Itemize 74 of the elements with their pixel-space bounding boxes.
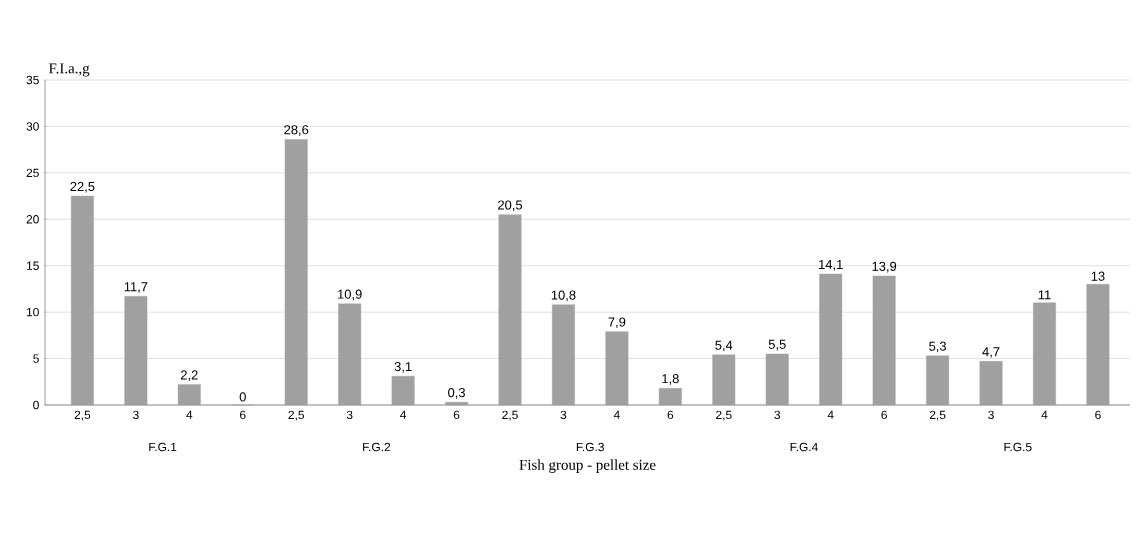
bar: [765, 353, 789, 406]
data-label: 4,7: [982, 347, 1000, 358]
bar: [284, 139, 308, 406]
data-label: 1,8: [662, 374, 679, 385]
bar: [1033, 302, 1056, 406]
bar: [658, 388, 682, 406]
x-tick-label: 6: [881, 410, 887, 420]
bar: [124, 296, 148, 406]
x-tick-label: 3: [560, 410, 567, 420]
bar: [926, 355, 950, 406]
data-label: 22,5: [70, 181, 95, 193]
data-label: 0,3: [448, 387, 465, 399]
bar: [1086, 284, 1110, 406]
x-tick-label: 2,5: [502, 410, 518, 421]
bar: [338, 303, 362, 406]
data-label: 7,9: [608, 317, 626, 329]
data-label: 2,2: [180, 370, 198, 382]
y-tick-label: 5: [33, 354, 39, 363]
data-label: 13,9: [872, 261, 897, 273]
y-tick-label: 30: [26, 122, 39, 131]
x-tick-label: 6: [667, 410, 674, 420]
data-label: 11,7: [124, 282, 148, 293]
x-axis-title: Fish group - pellet size: [519, 459, 656, 473]
x-tick-label: 6: [1095, 410, 1101, 420]
y-axis-title: F.I.a.,g: [48, 63, 90, 77]
data-label: 11: [1038, 290, 1051, 300]
bar: [605, 331, 629, 406]
bar: [498, 214, 522, 406]
text: F.G.4: [790, 442, 818, 452]
x-tick-label: 2,5: [288, 410, 305, 421]
bar: [445, 402, 468, 406]
x-tick-label: 4: [827, 410, 834, 419]
bar: [712, 354, 736, 406]
bar: [979, 361, 1003, 406]
data-label: 3,1: [394, 361, 412, 373]
y-tick-label: 35: [26, 75, 39, 85]
bar: [70, 195, 94, 406]
x-tick-label: 3: [988, 410, 994, 420]
x-tick-label: 2,5: [716, 410, 732, 421]
data-label: 5,4: [715, 340, 733, 352]
data-label: 28,6: [284, 125, 309, 136]
data-label: 20,5: [498, 200, 523, 212]
data-label: 10,8: [551, 290, 576, 302]
data-label: 14,1: [819, 259, 843, 271]
x-tick-label: 4: [400, 410, 407, 419]
data-label: 13: [1091, 271, 1105, 281]
x-tick-label: 4: [1041, 410, 1048, 419]
x-tick-label: 6: [453, 410, 460, 420]
data-label: 5,3: [929, 341, 947, 353]
text: F.G.1: [149, 442, 177, 452]
x-tick-label: 3: [132, 410, 139, 420]
bar: [391, 376, 415, 406]
x-tick-label: 3: [346, 410, 353, 420]
x-tick-label: 2,5: [74, 410, 91, 421]
x-tick-label: 4: [613, 410, 620, 419]
x-tick-label: 3: [774, 410, 781, 420]
bar: [872, 275, 896, 406]
y-tick-label: 15: [26, 261, 39, 270]
bar: [819, 273, 843, 406]
y-tick-label: 20: [26, 215, 39, 224]
y-tick-label: 25: [26, 168, 39, 178]
y-tick-label: 0: [33, 400, 39, 410]
x-tick-label: 2,5: [929, 410, 946, 421]
text: F.G.3: [576, 442, 604, 452]
data-label: 10,9: [338, 289, 362, 301]
bar: [177, 384, 201, 406]
data-label: 5,5: [768, 339, 786, 351]
y-tick-label: 10: [26, 307, 39, 317]
text: F.G.2: [363, 442, 391, 452]
text: F.G.5: [1004, 442, 1032, 452]
data-label: 0: [239, 392, 246, 402]
bar: [552, 304, 575, 406]
x-tick-label: 4: [186, 410, 193, 419]
x-tick-label: 6: [240, 410, 246, 420]
